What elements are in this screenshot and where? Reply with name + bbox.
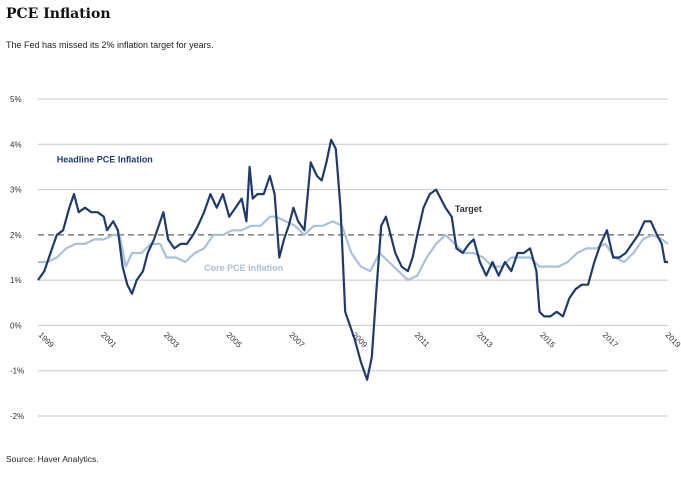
annotation-core-pce: Core PCE Inflation	[204, 263, 283, 273]
x-tick-label: 2013	[475, 330, 494, 349]
y-tick-label: -1%	[10, 367, 24, 376]
y-tick-label: 0%	[10, 321, 22, 330]
x-tick-label: 2017	[601, 330, 620, 349]
x-tick-label: 2015	[538, 330, 557, 349]
chart-title: PCE Inflation	[6, 6, 111, 22]
y-tick-label: 1%	[10, 276, 22, 285]
y-tick-label: 3%	[10, 186, 22, 195]
x-tick-label: 2011	[413, 330, 432, 349]
y-tick-label: 4%	[10, 140, 22, 149]
series-line-core-pce	[38, 215, 669, 282]
x-tick-label: 2001	[99, 330, 118, 349]
chart-subtitle: The Fed has missed its 2% inflation targ…	[6, 40, 214, 50]
source-note: Source: Haver Analytics.	[6, 454, 99, 464]
y-tick-label: 2%	[10, 231, 22, 240]
x-tick-label: 2019	[663, 330, 681, 349]
y-tick-label: -2%	[10, 412, 24, 421]
series-line-headline-pce	[37, 138, 668, 381]
x-tick-label: 2003	[162, 330, 181, 349]
y-tick-label: 5%	[10, 95, 22, 104]
x-tick-label: 2007	[287, 330, 306, 349]
annotation-headline-pce: Headline PCE Inflation	[57, 154, 153, 164]
annotations: Headline PCE Inflation Core PCE Inflation…	[57, 154, 482, 273]
grid-lines	[38, 98, 668, 417]
y-axis-tick-labels: -2% -1% 0% 1% 2% 3% 4% 5%	[10, 95, 24, 421]
x-tick-label: 1999	[37, 330, 56, 349]
x-axis-tick-labels: 1999 2001 2003 2005 2007 2009 2011 2013 2015 2017…	[37, 330, 681, 349]
x-tick-label: 2005	[225, 330, 244, 349]
annotation-target: Target	[455, 204, 482, 214]
